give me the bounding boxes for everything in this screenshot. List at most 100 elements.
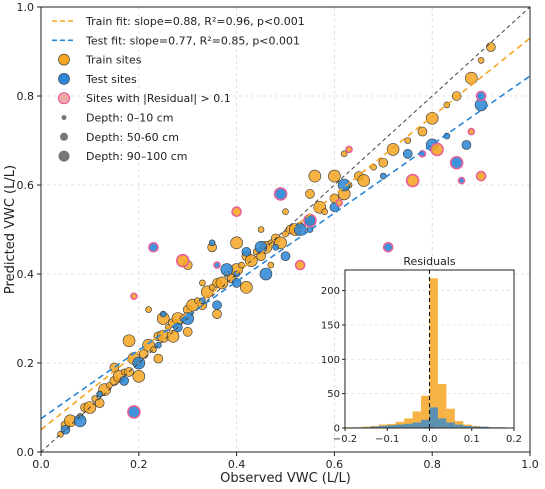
residual-site-point [148, 242, 159, 253]
inset-y-tick-label: 50 [327, 389, 340, 400]
legend-dot-swatch [58, 73, 70, 85]
residual-site-point [176, 253, 190, 268]
test-residual-bar [480, 426, 489, 428]
y-tick-label: 1.0 [17, 1, 35, 14]
legend-label: Test sites [85, 73, 137, 86]
train-site-point [257, 226, 265, 233]
legend-label: Sites with |Residual| > 0.1 [86, 92, 231, 105]
residual-site-point [273, 187, 288, 201]
legend-label: Depth: 50-60 cm [86, 131, 179, 144]
train-site-point [404, 137, 412, 144]
test-residual-bar [429, 407, 438, 428]
test-residual-bar [421, 419, 430, 428]
train-site-point [215, 276, 229, 290]
test-site-point [272, 244, 280, 251]
test-site-point [208, 239, 216, 247]
train-residual-bar [437, 384, 447, 428]
inset-y-tick-label: 200 [321, 286, 340, 297]
test-residual-bar [378, 425, 388, 428]
residual-site-point [430, 142, 444, 157]
plot-frame [40, 6, 531, 453]
residual-site-point [127, 405, 141, 419]
train-site-point [212, 309, 222, 319]
x-tick-label: 0.0 [32, 458, 50, 471]
train-site-point [417, 126, 428, 137]
train-residual-bar [421, 395, 430, 428]
train-site-point [122, 334, 136, 348]
inset-y-tick-label: 0 [334, 424, 340, 435]
legend-label: Depth: 0–10 cm [86, 112, 173, 125]
test-site-point [293, 223, 307, 236]
train-site-point [267, 261, 275, 269]
residual-site-point [457, 176, 466, 185]
train-site-point [378, 157, 389, 168]
y-tick-label: 0.8 [17, 90, 35, 103]
inset-y-tick-label: 150 [321, 320, 340, 331]
train-site-point [465, 71, 478, 85]
train-site-point [94, 398, 105, 408]
train-site-point [477, 57, 485, 64]
test-residual-bar [395, 424, 405, 428]
y-tick-label: 0.4 [17, 268, 35, 281]
train-site-point [486, 42, 496, 52]
test-site-point [119, 375, 129, 386]
inset-x-tick-label: −0.2 [333, 434, 357, 445]
legend-dot-swatch [58, 53, 70, 66]
train-site-point [145, 306, 152, 313]
x-tick-label: 1.0 [521, 458, 539, 471]
test-site-point [259, 267, 273, 281]
residual-site-point [294, 259, 306, 271]
train-residual-bar [446, 408, 455, 428]
test-residual-bar [446, 422, 455, 428]
test-residual-bar [463, 425, 472, 428]
test-residual-bar [370, 426, 379, 428]
test-residual-bar [387, 425, 396, 428]
residual-site-point [405, 173, 420, 188]
inset-x-tick-label: 0.1 [464, 434, 480, 445]
legend-label: Train fit: slope=0.88, R²=0.96, p<0.001 [85, 15, 305, 28]
test-residual-bar [437, 418, 447, 428]
test-residual-bar [471, 426, 481, 428]
x-axis-label: Observed VWC (L/L) [220, 471, 351, 486]
residual-site-point [213, 261, 221, 269]
legend-label: Test fit: slope=0.77, R²=0.85, p<0.001 [85, 34, 300, 47]
x-tick-label: 0.4 [228, 458, 246, 471]
test-site-point [159, 310, 167, 318]
train-site-point [132, 370, 146, 383]
x-tick-label: 0.6 [326, 458, 344, 471]
train-site-point [305, 189, 315, 199]
test-residual-bar [412, 422, 422, 428]
train-site-point [328, 169, 341, 183]
train-site-point [357, 174, 371, 187]
x-tick-label: 0.8 [423, 458, 441, 471]
residual-site-point [130, 292, 138, 301]
test-site-point [96, 390, 103, 398]
residual-site-point [449, 155, 464, 170]
test-site-point [402, 149, 413, 159]
train-site-point [308, 169, 322, 183]
train-site-point [282, 208, 289, 215]
residuals-inset: −0.2 −0.1 0.0 0.1 0.2 0 50 100 150 200 Residuals [321, 255, 522, 445]
y-tick-label: 0.6 [17, 179, 35, 192]
legend-depth-swatch [60, 132, 68, 141]
fit-line [40, 37, 531, 431]
residual-site-point [303, 213, 317, 228]
test-residual-bar [404, 423, 413, 428]
legend-dot-swatch [57, 92, 71, 105]
test-site-point [461, 140, 472, 150]
inset-x-tick-label: −0.1 [375, 434, 399, 445]
legend-depth-swatch [61, 115, 67, 120]
test-site-point [337, 178, 351, 192]
train-site-point [240, 281, 253, 294]
test-site-point [73, 414, 87, 428]
train-site-point [321, 208, 328, 215]
train-site-point [166, 329, 180, 343]
inset-x-tick-label: 0.0 [422, 434, 438, 445]
train-residual-bar [429, 278, 438, 428]
test-site-point [220, 263, 234, 276]
train-residual-bar [412, 411, 422, 428]
train-site-point [199, 279, 206, 287]
test-site-point [280, 251, 291, 262]
legend-label: Depth: 90–100 cm [86, 150, 187, 163]
